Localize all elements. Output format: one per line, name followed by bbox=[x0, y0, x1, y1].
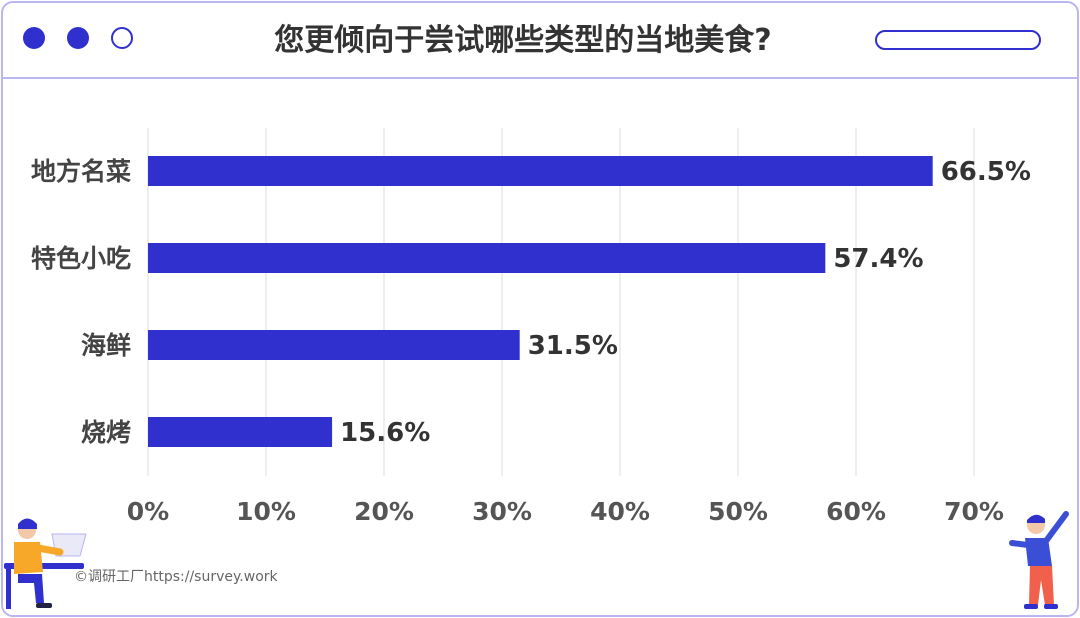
x-tick-label: 30% bbox=[472, 497, 532, 526]
x-tick-label: 70% bbox=[944, 497, 1004, 526]
category-label: 特色小吃 bbox=[31, 244, 131, 273]
bars bbox=[148, 156, 933, 447]
bar bbox=[148, 330, 520, 360]
window-dot-1 bbox=[23, 27, 45, 49]
data-label: 57.4% bbox=[833, 244, 923, 274]
person-laptop-illustration bbox=[4, 518, 87, 609]
data-label: 66.5% bbox=[941, 157, 1031, 187]
data-label: 31.5% bbox=[528, 331, 618, 361]
x-tick-label: 20% bbox=[354, 497, 414, 526]
category-label: 海鲜 bbox=[81, 331, 131, 360]
x-tick-labels: 0% 10% 20% 30% 40% 50% 60% 70% bbox=[127, 497, 1004, 526]
title-bar: 您更倾向于尝试哪些类型的当地美食? bbox=[3, 3, 1077, 79]
x-tick-label: 10% bbox=[236, 497, 296, 526]
chart-title: 您更倾向于尝试哪些类型的当地美食? bbox=[274, 23, 772, 58]
data-label: 15.6% bbox=[340, 418, 430, 448]
window-dot-2 bbox=[67, 27, 89, 49]
category-label: 地方名菜 bbox=[31, 157, 131, 186]
x-tick-label: 0% bbox=[127, 497, 169, 526]
x-tick-label: 40% bbox=[590, 497, 650, 526]
bar bbox=[148, 417, 333, 447]
credit-text: ©调研工厂https://survey.work bbox=[74, 569, 278, 585]
bar bbox=[148, 243, 826, 273]
value-labels: 66.5% 57.4% 31.5% 15.6% bbox=[340, 157, 1031, 448]
window-dot-3 bbox=[111, 27, 133, 49]
category-label: 烧烤 bbox=[81, 418, 131, 447]
x-tick-label: 60% bbox=[826, 497, 886, 526]
x-tick-label: 50% bbox=[708, 497, 768, 526]
person-pointing-illustration bbox=[1009, 511, 1069, 609]
search-bar-decoration bbox=[875, 30, 1041, 50]
bar bbox=[148, 156, 933, 186]
